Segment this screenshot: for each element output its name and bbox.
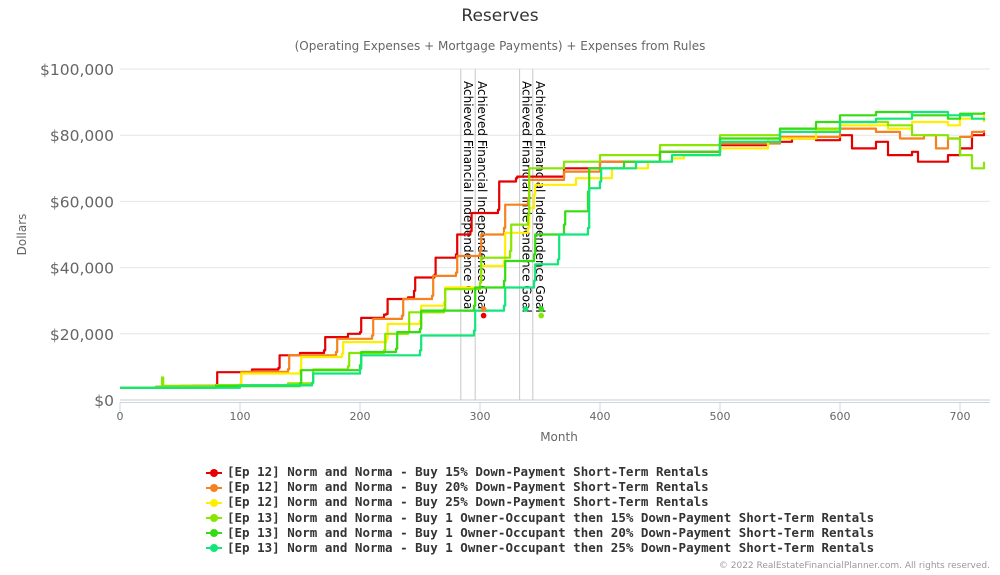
y-tick-label: $80,000 xyxy=(50,127,114,145)
legend-item[interactable]: [Ep 13] Norm and Norma - Buy 1 Owner-Occ… xyxy=(206,510,874,525)
x-tick-label: 300 xyxy=(470,410,491,423)
credits[interactable]: © 2022 RealEstateFinancialPlanner.com. A… xyxy=(718,561,990,571)
y-tick-label: $40,000 xyxy=(50,260,114,278)
x-tick-label: 700 xyxy=(950,410,971,423)
y-tick-label: $60,000 xyxy=(50,193,114,211)
x-tick-label: 500 xyxy=(710,410,731,423)
series-line xyxy=(120,110,986,389)
x-axis-title: Month xyxy=(540,430,578,444)
legend-item[interactable]: [Ep 13] Norm and Norma - Buy 1 Owner-Occ… xyxy=(206,525,874,540)
legend-swatch xyxy=(206,528,222,538)
legend-swatch xyxy=(206,543,222,553)
plot-lines: Achieved Financial Independence Goal Achi… xyxy=(460,69,547,400)
series-marker xyxy=(480,312,487,319)
series-line xyxy=(120,120,986,389)
legend-item[interactable]: [Ep 12] Norm and Norma - Buy 15% Down-Pa… xyxy=(206,464,874,479)
x-tick-label: 0 xyxy=(117,410,124,423)
legend-label: [Ep 12] Norm and Norma - Buy 25% Down-Pa… xyxy=(227,494,709,510)
y-tick-label: $0 xyxy=(94,392,114,410)
x-tick-label: 100 xyxy=(230,410,251,423)
chart-subtitle: (Operating Expenses + Mortgage Payments)… xyxy=(294,39,706,53)
legend-item[interactable]: [Ep 13] Norm and Norma - Buy 1 Owner-Occ… xyxy=(206,540,874,555)
series-line xyxy=(120,110,986,389)
legend-label: [Ep 12] Norm and Norma - Buy 15% Down-Pa… xyxy=(227,464,709,479)
plot-line-label: Achieved Financial Independence Goal xyxy=(533,81,547,313)
x-tick-label: 400 xyxy=(590,410,611,423)
x-tick-label: 200 xyxy=(350,410,371,423)
series-marker xyxy=(538,312,544,319)
plot-line-label: Achieved Financial Independence Goal xyxy=(461,81,475,313)
series-marker xyxy=(538,306,544,312)
grid-lines xyxy=(120,68,990,401)
chart-title: Reserves xyxy=(461,6,539,26)
y-axis-title: Dollars xyxy=(15,214,29,256)
series-group xyxy=(120,110,986,389)
legend-swatch xyxy=(206,468,222,478)
plot-line-label: Achieved Financial Independence Goal xyxy=(520,81,534,313)
plot-line-label: Achieved Financial Independence Goal xyxy=(475,81,489,313)
series-line xyxy=(120,112,986,389)
y-tick-label: $100,000 xyxy=(40,61,114,79)
y-tick-label: $20,000 xyxy=(50,326,114,344)
legend-item[interactable]: [Ep 12] Norm and Norma - Buy 25% Down-Pa… xyxy=(206,494,874,509)
legend-label: [Ep 13] Norm and Norma - Buy 1 Owner-Occ… xyxy=(227,524,875,540)
legend-item[interactable]: [Ep 12] Norm and Norma - Buy 20% Down-Pa… xyxy=(206,479,874,494)
legend-label: [Ep 13] Norm and Norma - Buy 1 Owner-Occ… xyxy=(227,539,875,555)
marker-group xyxy=(480,306,544,319)
series-marker xyxy=(480,306,487,312)
x-tick-label: 600 xyxy=(830,410,851,423)
legend-label: [Ep 13] Norm and Norma - Buy 1 Owner-Occ… xyxy=(227,509,875,525)
legend-swatch xyxy=(206,483,222,493)
legend-label: [Ep 12] Norm and Norma - Buy 20% Down-Pa… xyxy=(227,479,709,495)
legend-swatch xyxy=(206,513,222,523)
axes: $0 $20,000 $40,000 $60,000 $80,000 $100,000 0 1… xyxy=(15,61,990,444)
series-line xyxy=(120,131,986,389)
legend: [Ep 12] Norm and Norma - Buy 15% Down-Pa… xyxy=(206,464,874,555)
series-marker xyxy=(522,306,529,312)
series-line xyxy=(120,127,986,389)
legend-swatch xyxy=(206,498,222,508)
